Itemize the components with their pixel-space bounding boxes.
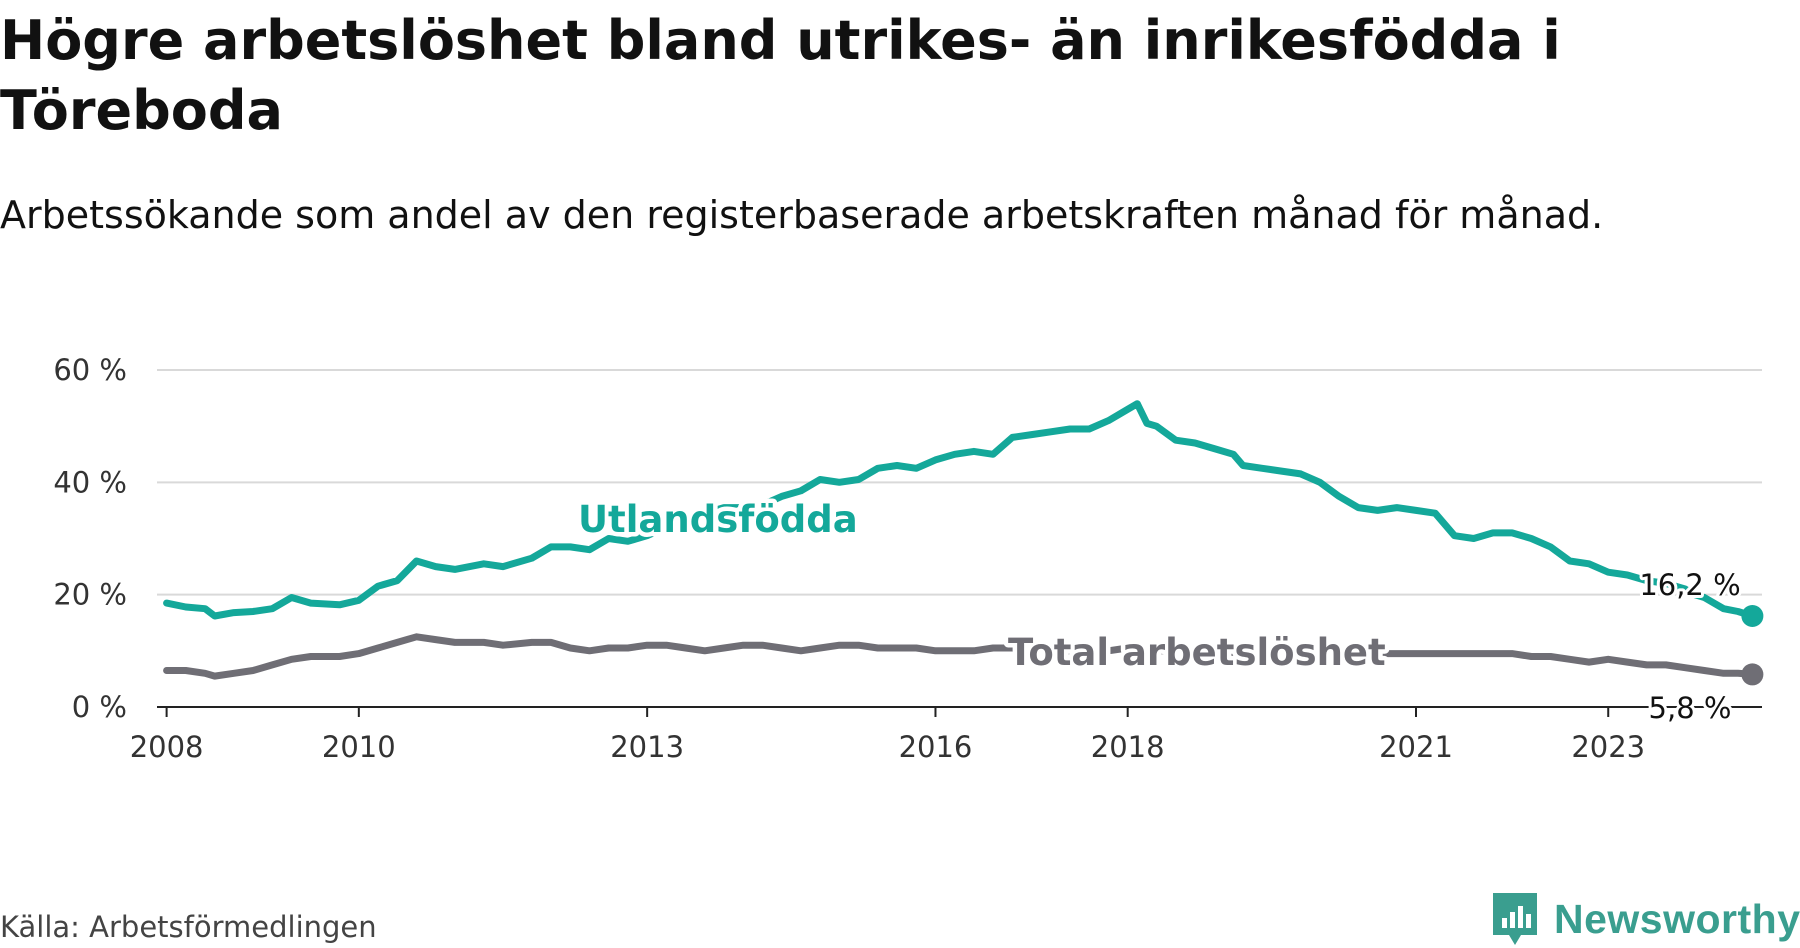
chart-subtitle: Arbetssökande som andel av den registerb… [0, 193, 1604, 237]
brand-name: Newsworthy [1554, 895, 1800, 942]
series-label-utlandsfodda: Utlandsfödda [578, 498, 858, 541]
y-tick-label: 20 % [53, 578, 127, 612]
newsworthy-logo-icon [1493, 893, 1537, 945]
end-value-label-utlandsfodda: 16,2 % [1639, 568, 1740, 602]
series-line-utlandsfodda [163, 400, 1756, 620]
series-label-total: Total arbetslöshet [1008, 631, 1386, 674]
x-axis-ticks: 2008 2010 2013 2016 2018 2021 2023 [130, 707, 1645, 764]
x-tick-label: 2021 [1379, 730, 1453, 764]
source-note: Källa: Arbetsförmedlingen [0, 910, 377, 944]
chart-title: Högre arbetslöshet bland utrikes- än inr… [0, 9, 1561, 142]
x-tick-label: 2010 [322, 730, 396, 764]
x-tick-label: 2016 [899, 730, 973, 764]
series-end-dot-total [1741, 663, 1764, 686]
y-tick-label: 60 % [53, 353, 127, 387]
series-labels: Utlandsfödda 16,2 % Total arbetslöshet 5,8 … [574, 494, 1744, 729]
brand-logo-link[interactable]: Newsworthy [1490, 888, 1800, 948]
y-tick-label: 40 % [53, 465, 127, 499]
x-tick-label: 2008 [130, 730, 204, 764]
y-tick-label: 0 % [72, 690, 127, 724]
gridlines [157, 369, 1762, 596]
end-value-label-total: 5,8 % [1649, 691, 1732, 725]
series-line-total [163, 633, 1756, 680]
x-tick-label: 2023 [1571, 730, 1645, 764]
series-end-dot-utlandsfodda [1741, 605, 1764, 628]
series-lines [163, 400, 1764, 686]
x-tick-label: 2013 [610, 730, 684, 764]
x-tick-label: 2018 [1091, 730, 1165, 764]
y-axis-tick-labels: 0 % 20 % 40 % 60 % [53, 353, 127, 724]
